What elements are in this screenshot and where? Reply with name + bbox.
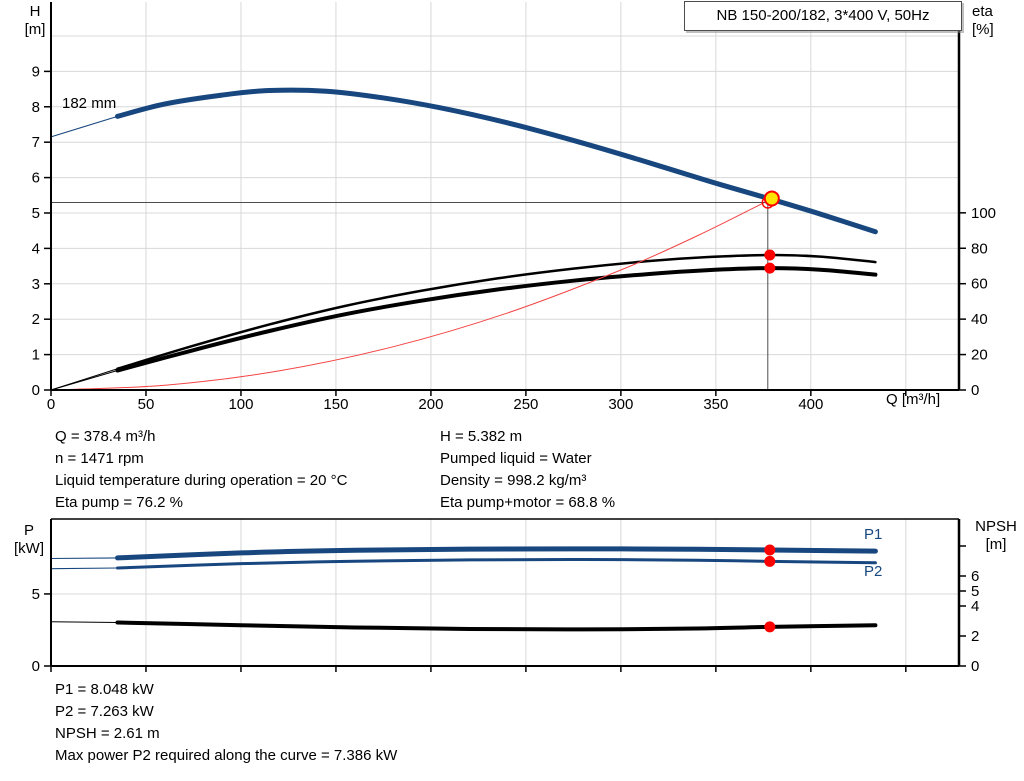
npsh-axis-symbol: NPSH	[975, 518, 1017, 535]
tick-label: 9	[32, 63, 40, 80]
head-curve-lead-in	[50, 115, 119, 138]
info-n: n = 1471 rpm	[55, 450, 144, 467]
tick-label: 300	[608, 396, 633, 413]
info-pumped-liquid: Pumped liquid = Water	[440, 450, 592, 467]
info-eta-pump-motor: Eta pump+motor = 68.8 %	[440, 494, 616, 511]
impeller-trim-label: 182 mm	[62, 95, 117, 112]
bottom-left-axis-unit: P [kW]	[10, 522, 48, 558]
tick-label: 150	[323, 396, 348, 413]
tick-label: 6	[971, 568, 979, 585]
eta-axis-unit: [%]	[972, 21, 994, 38]
info-liquid-temperature: Liquid temperature during operation = 20…	[55, 472, 348, 489]
eta-pump-motor-lead-in	[50, 370, 118, 391]
tick-label: 20	[971, 347, 988, 364]
p2-curve	[115, 558, 877, 570]
p1-curve	[114, 546, 878, 561]
top-right-axis-unit: eta [%]	[972, 3, 994, 39]
operating-point-info-left: Q = 378.4 m³/h n = 1471 rpm Liquid tempe…	[55, 426, 347, 514]
curve-value-dot	[764, 262, 776, 274]
p-axis-symbol: P	[23, 522, 34, 539]
curve-value-dot	[764, 555, 776, 567]
tick-label: 5	[32, 205, 40, 222]
tick-label: 250	[513, 396, 538, 413]
h-axis-symbol: H	[29, 3, 41, 20]
tick-label: 0	[971, 658, 979, 675]
tick-label: 5	[32, 586, 40, 603]
tick-label: 2	[32, 311, 40, 328]
head-curve-182mm	[114, 87, 878, 235]
curve-value-dot	[764, 544, 776, 556]
duty-point	[763, 190, 780, 207]
tick-label: 60	[971, 276, 988, 293]
npsh-lead-in	[50, 621, 118, 623]
tick-label: 200	[418, 396, 443, 413]
result-npsh: NPSH = 2.61 m	[55, 725, 160, 742]
eta-pump-curve	[116, 253, 877, 370]
info-eta-pump: Eta pump = 76.2 %	[55, 494, 183, 511]
result-p1: P1 = 8.048 kW	[55, 681, 154, 698]
tick-label: 0	[32, 382, 40, 399]
p1-lead-in	[50, 557, 119, 560]
curve-value-dot	[764, 621, 776, 633]
tick-label: 50	[138, 396, 155, 413]
tick-label: 6	[32, 170, 40, 187]
result-info-block: P1 = 8.048 kW P2 = 7.263 kW NPSH = 2.61 …	[55, 679, 397, 767]
operating-point-info-right: H = 5.382 m Pumped liquid = Water Densit…	[440, 426, 615, 514]
tick-label: 4	[32, 240, 40, 257]
h-axis-unit: [m]	[24, 21, 46, 38]
tick-label: 40	[971, 311, 988, 328]
tick-label: 80	[971, 240, 988, 257]
q-axis-label: Q [m³/h]	[886, 391, 941, 408]
tick-label: 0	[32, 658, 40, 675]
tick-label: 2	[971, 628, 979, 645]
tick-label: 100	[228, 396, 253, 413]
tick-label: 7	[32, 134, 40, 151]
tick-label: 400	[798, 396, 823, 413]
info-q: Q = 378.4 m³/h	[55, 428, 156, 445]
npsh-curve	[115, 620, 878, 632]
tick-label: 1	[32, 347, 40, 364]
info-h: H = 5.382 m	[440, 428, 523, 445]
tick-label: 100	[971, 205, 996, 222]
p-axis-unit: [kW]	[14, 540, 44, 557]
p2-lead-in	[50, 567, 119, 570]
eta-axis-symbol: eta	[972, 3, 993, 20]
tick-label: 4	[971, 598, 979, 615]
top-left-axis-unit: H [m]	[18, 3, 52, 39]
bottom-right-axis-unit: NPSH [m]	[970, 518, 1022, 554]
tick-label: 5	[971, 583, 979, 600]
tick-label: 0	[47, 396, 55, 413]
curve-value-dot	[764, 249, 776, 261]
tick-label: 8	[32, 99, 40, 116]
result-p2: P2 = 7.263 kW	[55, 703, 154, 720]
result-max-p2: Max power P2 required along the curve = …	[55, 747, 398, 764]
system-curve	[50, 201, 766, 391]
tick-label: 0	[971, 382, 979, 399]
pump-title-box: NB 150-200/182, 3*400 V, 50Hz	[684, 1, 962, 31]
p2-curve-label: P2	[864, 563, 883, 580]
tick-label: 350	[703, 396, 728, 413]
npsh-axis-unit: [m]	[985, 536, 1007, 553]
info-density: Density = 998.2 kg/m³	[440, 472, 587, 489]
tick-label: 3	[32, 276, 40, 293]
p1-curve-label: P1	[864, 526, 883, 543]
